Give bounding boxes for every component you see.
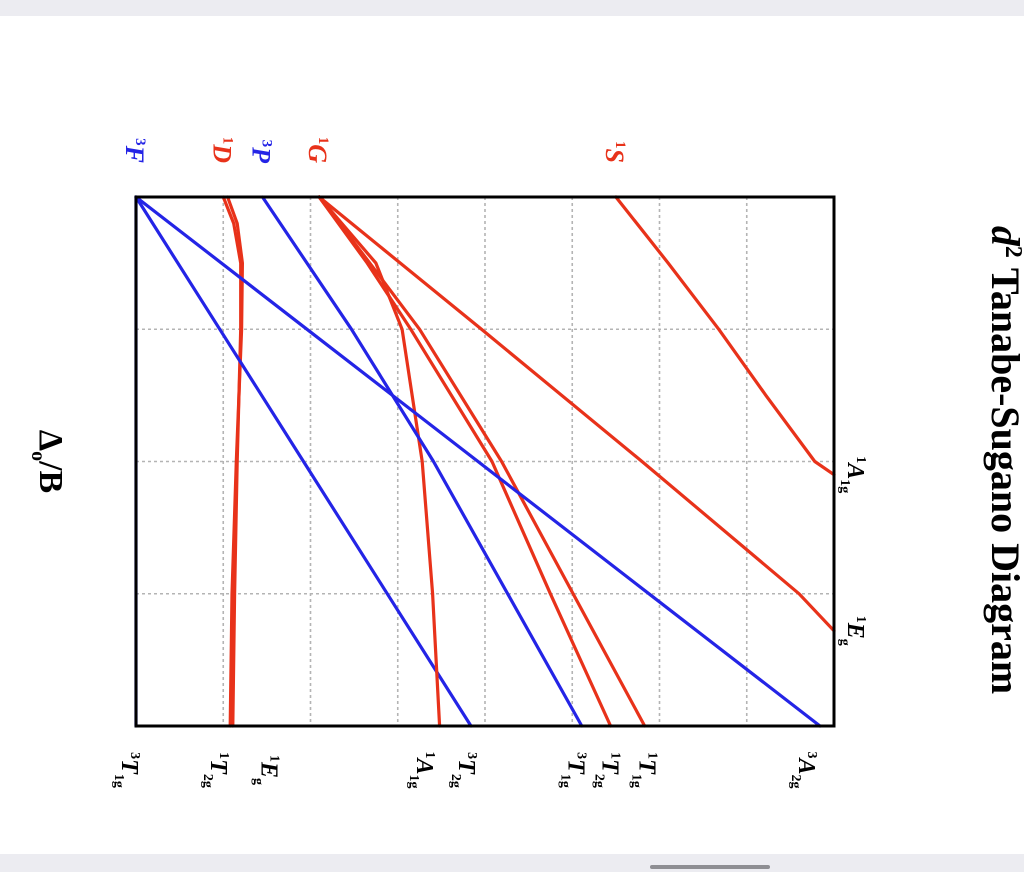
state-subscript: 2g bbox=[788, 775, 803, 789]
series-line-1T2g bbox=[317, 195, 613, 728]
title-main: Tanabe-Sugano Diagram bbox=[983, 258, 1024, 694]
state-symbol: A bbox=[793, 756, 819, 774]
state-subscript: 1g bbox=[406, 775, 421, 789]
series-line-1A1g bbox=[614, 195, 836, 477]
document-viewer-panel bbox=[0, 16, 1024, 854]
free-ion-term-label: 3F bbox=[120, 138, 149, 163]
state-label-right: 1Eg bbox=[251, 755, 282, 785]
state-symbol: A bbox=[411, 756, 437, 774]
series-line-3T2g bbox=[134, 195, 473, 728]
series-line-1A1g bbox=[317, 195, 442, 728]
term-multiplicity: 3 bbox=[132, 138, 148, 146]
state-subscript: 1g bbox=[837, 479, 852, 493]
plot-frame bbox=[134, 195, 836, 728]
free-ion-term-label: 1S bbox=[600, 141, 629, 163]
state-multiplicity: 1 bbox=[644, 752, 659, 759]
term-letter: G bbox=[303, 144, 332, 163]
series-line-1Eg bbox=[317, 195, 836, 633]
state-label-top: 1A1g bbox=[837, 456, 868, 493]
series-line-3A2g bbox=[134, 195, 822, 728]
title-superscript: 2 bbox=[1000, 246, 1024, 258]
state-label-right: 1T2g bbox=[200, 752, 231, 788]
state-subscript: 1g bbox=[558, 774, 573, 788]
series-line-3T1g bbox=[260, 195, 584, 728]
state-symbol: T bbox=[633, 759, 659, 775]
state-multiplicity: 1 bbox=[267, 755, 282, 762]
term-multiplicity: 3 bbox=[259, 140, 275, 148]
state-subscript: g bbox=[837, 639, 852, 646]
state-multiplicity: 1 bbox=[853, 456, 868, 463]
term-multiplicity: 1 bbox=[219, 137, 235, 145]
state-multiplicity: 1 bbox=[853, 616, 868, 623]
term-letter: D bbox=[207, 143, 236, 163]
state-label-right: 3T2g bbox=[448, 752, 479, 788]
term-letter: S bbox=[600, 149, 629, 163]
state-label-right: 1T1g bbox=[628, 752, 659, 788]
state-multiplicity: 1 bbox=[422, 751, 437, 758]
xlabel-delta: Δ bbox=[32, 430, 69, 451]
state-label-right: 1T2g bbox=[592, 752, 623, 788]
state-symbol: T bbox=[205, 759, 231, 775]
xlabel-tail: /B bbox=[32, 460, 69, 493]
term-letter: F bbox=[120, 145, 149, 163]
state-symbol: E bbox=[842, 622, 868, 639]
free-ion-term-label: 1G bbox=[303, 137, 332, 164]
series-line-1Eg bbox=[221, 195, 243, 728]
xlabel-subscript: o bbox=[27, 451, 49, 461]
state-multiplicity: 3 bbox=[464, 752, 479, 759]
state-label-top: 1Eg bbox=[837, 616, 868, 646]
state-subscript: 2g bbox=[200, 774, 215, 788]
state-multiplicity: 3 bbox=[804, 751, 819, 758]
home-indicator-bar[interactable] bbox=[650, 865, 770, 869]
state-label-right: 3A2g bbox=[788, 751, 819, 788]
term-multiplicity: 1 bbox=[315, 137, 331, 145]
state-subscript: 1g bbox=[628, 774, 643, 788]
state-symbol: E bbox=[256, 761, 282, 778]
state-symbol: T bbox=[563, 759, 589, 775]
state-subscript: 1g bbox=[111, 774, 126, 788]
title-d: d bbox=[983, 226, 1024, 247]
state-subscript: 2g bbox=[448, 774, 463, 788]
state-multiplicity: 3 bbox=[127, 752, 142, 759]
term-multiplicity: 1 bbox=[612, 141, 628, 149]
state-label-right: 1A1g bbox=[406, 751, 437, 788]
state-symbol: T bbox=[116, 759, 142, 775]
state-subscript: 2g bbox=[592, 774, 607, 788]
free-ion-term-label: 1D bbox=[207, 137, 236, 164]
x-axis-title: Δo/B bbox=[27, 430, 69, 493]
state-subscript: g bbox=[251, 778, 266, 785]
state-symbol: A bbox=[842, 461, 868, 479]
state-symbol: T bbox=[597, 759, 623, 775]
state-symbol: T bbox=[453, 759, 479, 775]
state-multiplicity: 1 bbox=[608, 752, 623, 759]
state-label-right: 3T1g bbox=[558, 752, 589, 788]
state-multiplicity: 1 bbox=[216, 752, 231, 759]
series-line-1T1g bbox=[317, 195, 647, 728]
free-ion-term-label: 3P bbox=[247, 140, 276, 165]
chart-title: d2 Tanabe-Sugano Diagram bbox=[983, 226, 1024, 694]
state-label-right: 3T1g bbox=[111, 752, 142, 788]
state-multiplicity: 3 bbox=[574, 752, 589, 759]
term-letter: P bbox=[247, 146, 276, 164]
